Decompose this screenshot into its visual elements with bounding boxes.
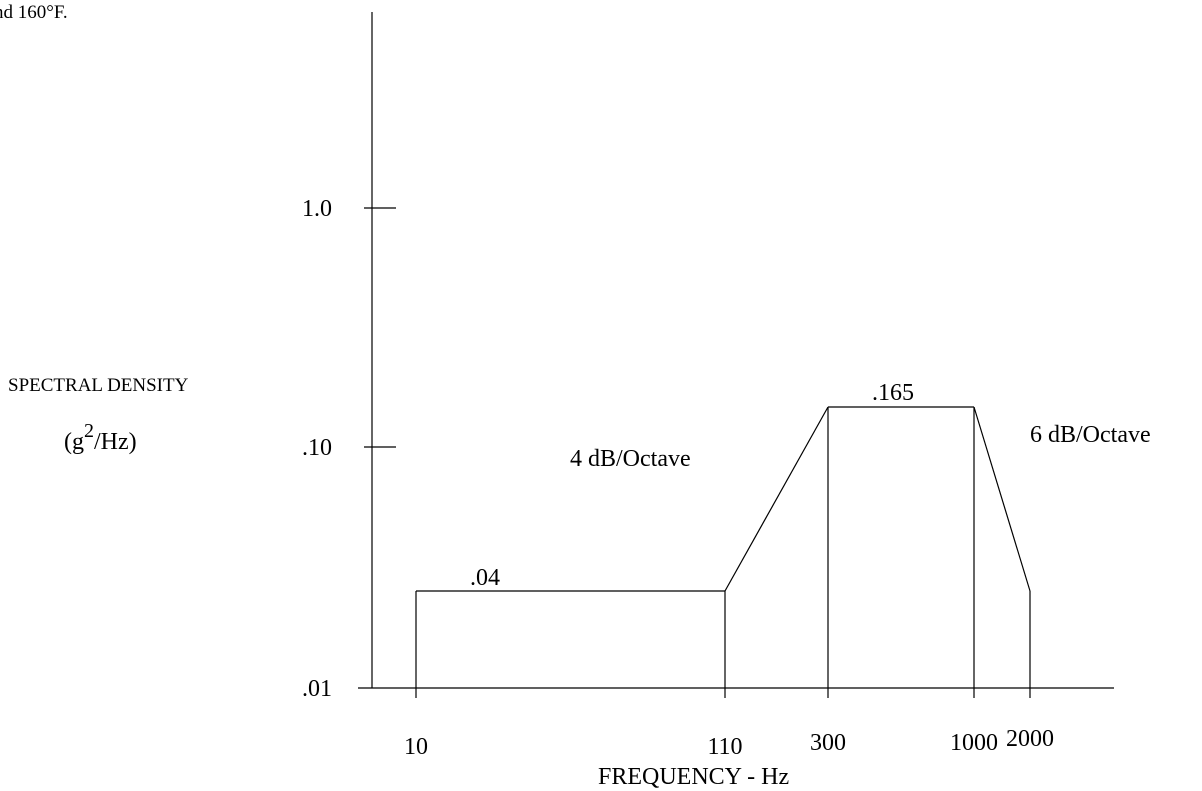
annotation-level-high: .165 bbox=[872, 380, 914, 406]
profile-segment bbox=[973, 406, 1031, 592]
x-tick-label: 110 bbox=[707, 734, 742, 760]
y-axis-unit-sup: 2 bbox=[84, 420, 94, 442]
y-tick-label: 1.0 bbox=[302, 196, 332, 222]
x-tick-label: 1000 bbox=[950, 730, 998, 756]
annotation-slope-up: 4 dB/Octave bbox=[570, 446, 691, 472]
x-tick-label: 10 bbox=[404, 734, 428, 760]
x-tick-label: 2000 bbox=[1006, 726, 1054, 752]
profile-segment bbox=[724, 406, 829, 592]
y-tick-label: .01 bbox=[302, 676, 332, 702]
x-tick-label: 300 bbox=[810, 730, 846, 756]
psd-profile bbox=[415, 406, 1031, 698]
y-tick-label: .10 bbox=[302, 435, 332, 461]
y-axis-unit: (g2/Hz) bbox=[64, 420, 137, 455]
x-axis-label: FREQUENCY - Hz bbox=[598, 764, 789, 790]
y-tick-group: .01 .10 1.0 bbox=[302, 196, 396, 702]
x-tick-group: 10 110 300 1000 2000 bbox=[404, 726, 1054, 760]
caption-fragment: nd 160°F. bbox=[0, 2, 68, 23]
y-axis-unit-base: (g bbox=[64, 429, 84, 455]
annotation-level-low: .04 bbox=[470, 565, 500, 591]
y-axis-unit-rest: /Hz) bbox=[94, 429, 137, 455]
annotation-slope-down: 6 dB/Octave bbox=[1030, 422, 1151, 448]
y-axis-label: SPECTRAL DENSITY bbox=[8, 375, 189, 396]
